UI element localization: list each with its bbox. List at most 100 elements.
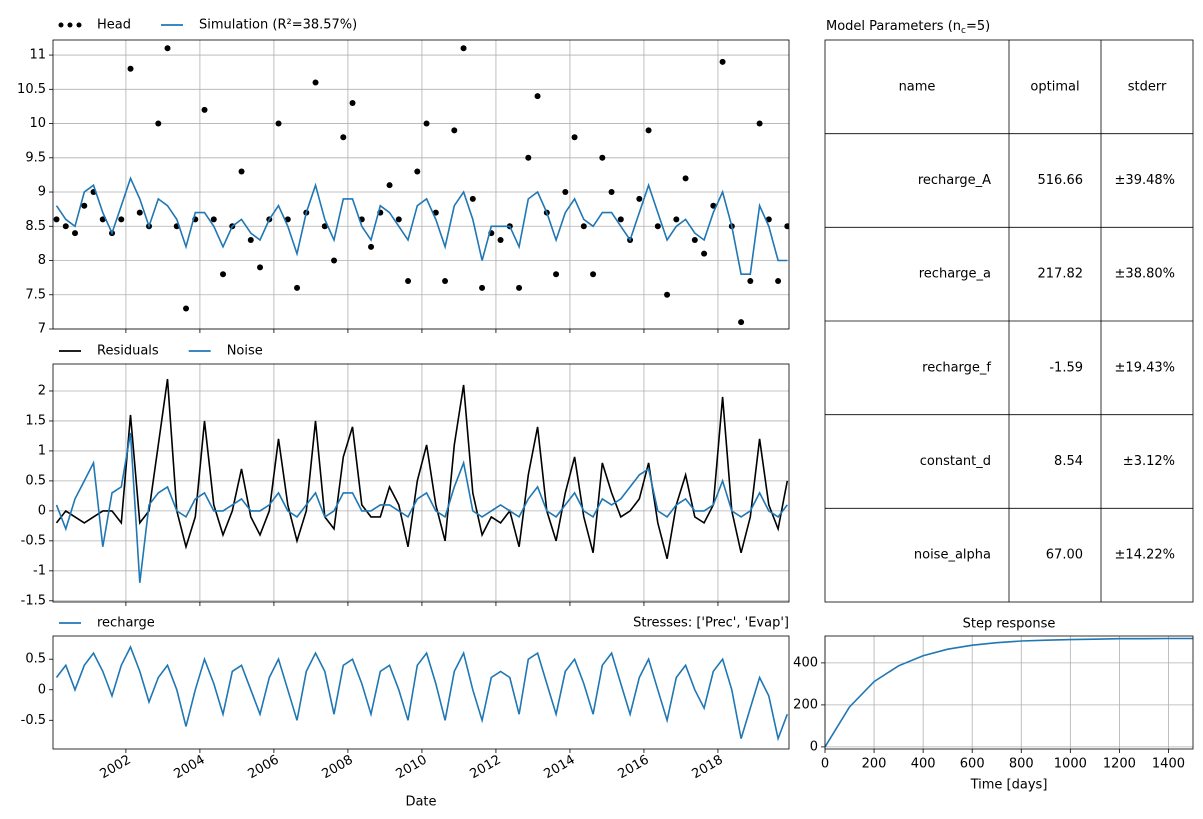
table-cell: recharge_f [922,360,991,375]
legend-marker [76,22,82,28]
head-point [247,236,254,243]
head-point [756,120,763,127]
legend-label: recharge [97,616,155,631]
head-point [81,202,88,209]
head-point [701,250,708,257]
plot-area [825,637,1193,748]
y-tick-label: 1.5 [25,413,46,428]
head-point [599,154,606,161]
y-tick-label: -0.5 [21,533,46,548]
head-point [423,120,430,127]
y-tick-label: 9.5 [25,150,46,165]
x-tick-label: 1400 [1152,757,1185,772]
y-tick-label: -0.5 [21,713,46,728]
head-point [395,216,402,223]
table-header: optimal [1030,79,1079,94]
y-tick-label: 7.5 [25,287,46,302]
table-cell: ±39.48% [1115,173,1175,188]
head-point [525,154,532,161]
y-tick-label: 0 [38,682,46,697]
head-point [53,216,60,223]
head-point [682,175,689,182]
head-point [691,236,698,243]
table-cell: ±3.12% [1123,454,1175,469]
head-point [747,278,754,285]
head-point [220,271,227,278]
legend-label: Residuals [97,344,159,359]
head-point [590,271,597,278]
x-axis-label: Time [days] [970,778,1048,793]
table-cell: 67.00 [1046,548,1083,563]
head-point [164,45,171,52]
legend-marker [67,22,73,28]
head-point [645,127,652,134]
y-tick-label: 8.5 [25,219,46,234]
table-title: Model Parameters (nc=5) [826,19,990,36]
table-cell: recharge_a [919,267,991,282]
head-point [238,168,245,175]
head-point [497,236,504,243]
table-cell: recharge_A [918,173,991,188]
table-cell: noise_alpha [914,548,991,563]
head-point [664,291,671,298]
y-tick-label: 0.5 [25,473,46,488]
y-tick-label: 9 [38,185,46,200]
y-tick-label: 11 [29,48,46,63]
head-point [580,223,587,230]
head-point [72,230,79,237]
head-point [553,271,560,278]
head-point [432,209,439,216]
table-cell: ±19.43% [1115,360,1175,375]
x-tick-label: 2008 [320,753,356,783]
x-tick-label: 2016 [616,753,652,783]
axes-frame [52,363,790,603]
head-point [608,189,615,196]
y-tick-label: 0.5 [25,652,46,667]
y-tick-label: 1 [38,443,46,458]
x-tick-label: 400 [911,757,936,772]
table-cell: 8.54 [1054,454,1083,469]
y-tick-label: 0 [38,503,46,518]
head-point [617,216,624,223]
head-point [534,93,541,100]
head-point [368,243,375,250]
head-point [784,223,789,230]
x-tick-label: 2006 [246,753,282,783]
series-line [55,176,788,275]
x-tick-label: 600 [960,757,985,772]
x-axis-label: Date [405,795,436,810]
head-point [257,264,264,271]
x-tick-label: 1200 [1103,757,1136,772]
head-point [349,100,356,107]
head-point [479,284,486,291]
legend-label: Simulation (R²=38.57%) [199,18,357,33]
head-point [738,319,745,326]
table-cell: 217.82 [1038,267,1084,282]
head-point [442,278,449,285]
plot-area [55,645,789,742]
table-header: stderr [1128,79,1167,94]
table-frame [824,39,1194,603]
y-tick-label: -1.5 [21,593,46,608]
head-point [765,216,772,223]
head-point [136,209,143,216]
head-point [571,134,578,141]
head-point [469,195,476,202]
axes-frame [824,635,1194,750]
head-point [99,216,106,223]
head-point [405,278,412,285]
plot-area [53,45,789,326]
head-point [201,106,208,113]
y-tick-label: -1 [33,563,46,578]
x-tick-label: 2010 [394,753,430,783]
series-line [55,378,789,560]
series-line [55,645,789,742]
x-tick-label: 2014 [542,753,578,783]
table-title-sub: c [961,26,966,36]
x-tick-label: 2012 [468,753,504,783]
head-point [451,127,458,134]
y-tick-label: 200 [793,697,818,712]
table-cell: ±38.80% [1115,267,1175,282]
head-point [210,216,217,223]
plot-area [55,378,789,583]
